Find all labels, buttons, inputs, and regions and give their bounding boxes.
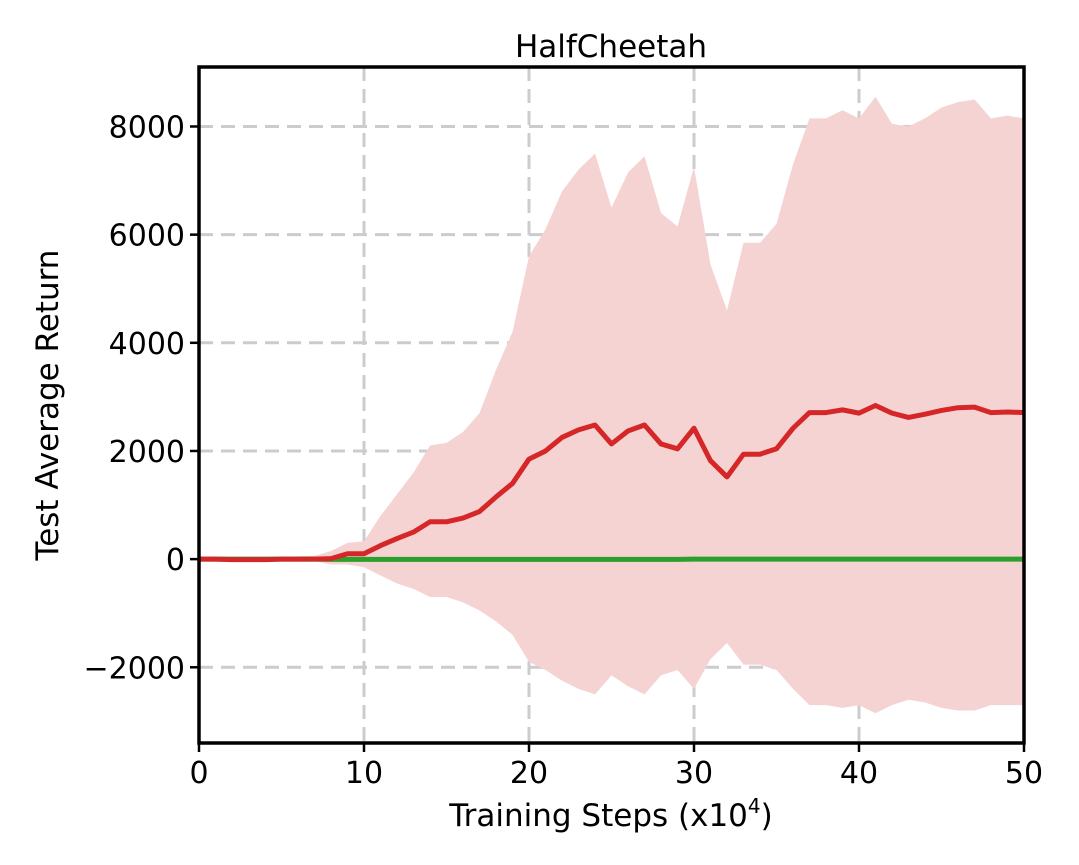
y-axis-ticks: −2000 0 2000 4000 6000 8000: [84, 110, 199, 686]
series-1-band: [199, 96, 1024, 714]
y-tick-label: 6000: [109, 219, 185, 254]
series-1-line: [199, 403, 1025, 563]
x-tick-label: 20: [510, 756, 548, 791]
x-axis-label-exponent: 4: [748, 794, 761, 818]
y-tick-label: 0: [166, 543, 185, 578]
y-tick-label: 8000: [109, 110, 185, 145]
y-axis-label: Test Average Return: [30, 250, 66, 562]
x-tick-label: 40: [840, 756, 878, 791]
confidence-bands: [199, 96, 1024, 714]
x-axis-label-main: Training Steps (x10: [448, 798, 748, 834]
y-tick-label: −2000: [84, 651, 185, 686]
y-tick-label: 2000: [109, 435, 185, 470]
x-tick-label: 30: [675, 756, 713, 791]
x-axis-label: Training Steps (x104): [448, 794, 773, 834]
plot-frame: [197, 65, 1026, 745]
series-lines: [199, 403, 1025, 563]
chart-title: HalfCheetah: [515, 29, 707, 65]
x-tick-label: 10: [345, 756, 383, 791]
x-axis-label-close: ): [761, 798, 773, 834]
x-axis-ticks: 0 10 20 30 40 50: [189, 743, 1043, 791]
x-tick-label: 0: [189, 756, 208, 791]
y-tick-label: 4000: [109, 327, 185, 362]
x-tick-label: 50: [1005, 756, 1043, 791]
